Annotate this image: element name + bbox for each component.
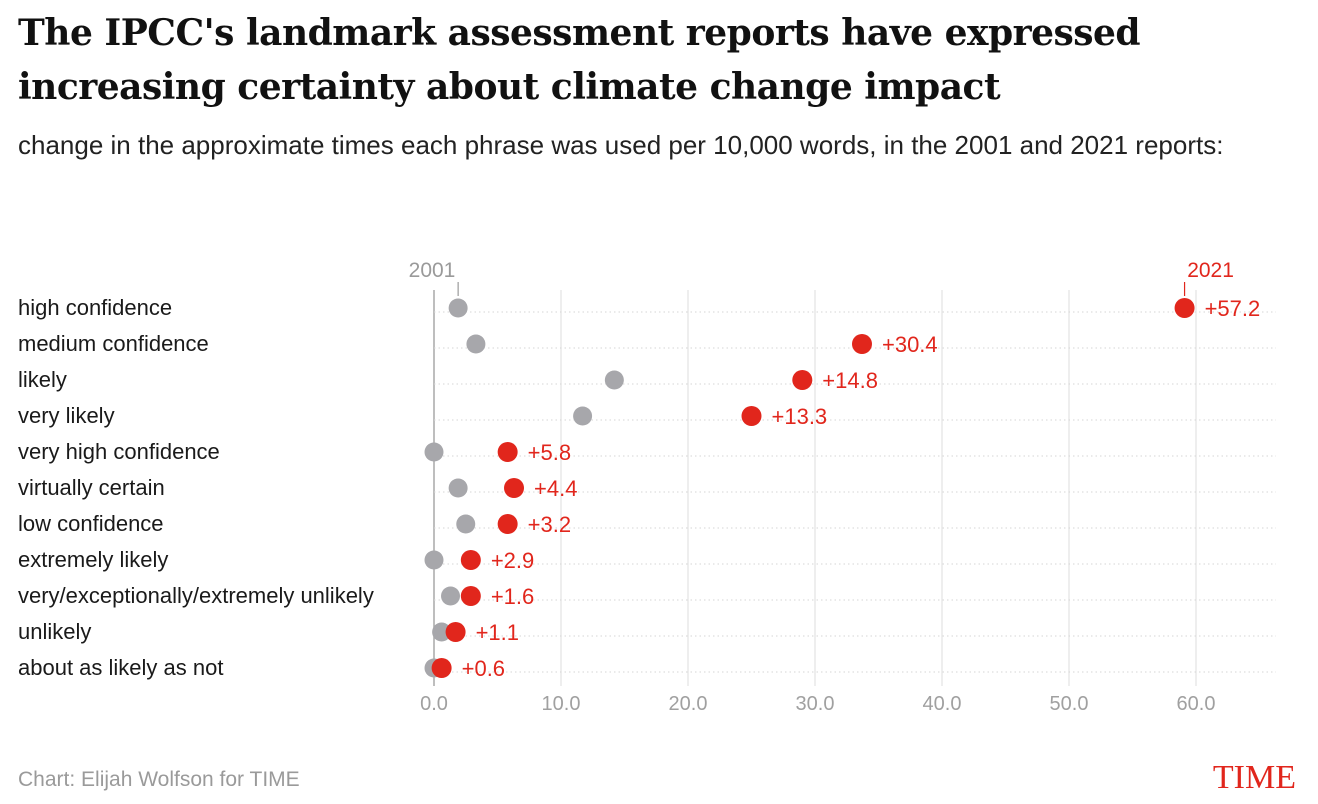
- dot-2001: [573, 406, 593, 426]
- row-3: very likely +13.3: [18, 403, 827, 429]
- row-label: very high confidence: [18, 439, 220, 464]
- row-2: likely +14.8: [18, 367, 878, 393]
- chart-subtitle: change in the approximate times each phr…: [18, 130, 1224, 160]
- row-label: very/exceptionally/extremely unlikely: [18, 583, 374, 608]
- row-6: low confidence +3.2: [18, 511, 571, 537]
- dot-2001: [441, 586, 461, 606]
- x-tick-label: 60.0: [1177, 693, 1216, 715]
- x-tick-label: 0.0: [420, 693, 448, 715]
- dot-2021: [497, 442, 518, 462]
- x-tick-label: 20.0: [669, 693, 708, 715]
- row-5: virtually certain +4.4: [18, 475, 577, 501]
- row-label: about as likely as not: [18, 655, 223, 680]
- change-label: +30.4: [882, 332, 938, 357]
- time-logo[interactable]: TIME: [1212, 759, 1296, 796]
- dot-2021: [1174, 298, 1195, 318]
- dot-2021: [851, 334, 872, 354]
- dot-2001: [448, 478, 468, 498]
- change-label: +0.6: [462, 656, 505, 681]
- legend: 2001 2021: [409, 259, 1234, 296]
- change-label: +57.2: [1205, 296, 1261, 321]
- row-label: medium confidence: [18, 331, 209, 356]
- row-label: high confidence: [18, 295, 172, 320]
- dot-2001: [432, 622, 452, 642]
- dot-plot-chart: 2001 2021 high confidence +57.2 medium conf…: [18, 259, 1276, 715]
- change-label: +13.3: [772, 404, 828, 429]
- row-label: very likely: [18, 403, 115, 428]
- dot-2001: [456, 514, 476, 534]
- x-tick-label: 10.0: [542, 693, 581, 715]
- legend-2001-label: 2001: [409, 259, 456, 282]
- x-tick-label: 30.0: [796, 693, 835, 715]
- dot-2001: [424, 442, 444, 462]
- dot-2001: [466, 334, 486, 354]
- change-label: +3.2: [528, 512, 571, 537]
- row-0: high confidence +57.2: [18, 295, 1260, 321]
- dot-2021: [741, 406, 762, 426]
- dot-2021: [445, 622, 466, 642]
- row-7: extremely likely +2.9: [18, 547, 534, 573]
- change-label: +5.8: [528, 440, 571, 465]
- chart-credit: Chart: Elijah Wolfson for TIME: [18, 768, 300, 791]
- change-label: +1.1: [476, 620, 519, 645]
- dot-2021: [504, 478, 525, 498]
- dot-2021: [460, 586, 481, 606]
- dot-2021: [431, 658, 452, 678]
- row-1: medium confidence +30.4: [18, 331, 938, 357]
- legend-2021-label: 2021: [1187, 259, 1234, 282]
- row-4: very high confidence +5.8: [18, 439, 571, 465]
- x-tick-label: 50.0: [1050, 693, 1089, 715]
- x-axis: 0.0 10.0 20.0 30.0 40.0 50.0 60.0: [420, 693, 1215, 715]
- dot-2021: [792, 370, 813, 390]
- row-label: likely: [18, 367, 67, 392]
- change-label: +2.9: [491, 548, 534, 573]
- data-rows: high confidence +57.2 medium confidence +30…: [18, 295, 1260, 681]
- change-label: +1.6: [491, 584, 534, 609]
- row-label: extremely likely: [18, 547, 168, 572]
- dot-2021: [497, 514, 518, 534]
- chart-title: The IPCC's landmark assessment reports h…: [18, 12, 1141, 108]
- row-8: very/exceptionally/extremely unlikely +1.…: [18, 583, 534, 609]
- change-label: +14.8: [822, 368, 878, 393]
- row-label: low confidence: [18, 511, 164, 536]
- x-tick-label: 40.0: [923, 693, 962, 715]
- row-label: unlikely: [18, 619, 91, 644]
- row-9: unlikely +1.1: [18, 619, 519, 645]
- dot-2001: [604, 370, 624, 390]
- change-label: +4.4: [534, 476, 577, 501]
- row-10: about as likely as not +0.6: [18, 655, 505, 681]
- row-label: virtually certain: [18, 475, 165, 500]
- dot-2001: [448, 298, 468, 318]
- dot-2021: [460, 550, 481, 570]
- dot-2001: [424, 550, 444, 570]
